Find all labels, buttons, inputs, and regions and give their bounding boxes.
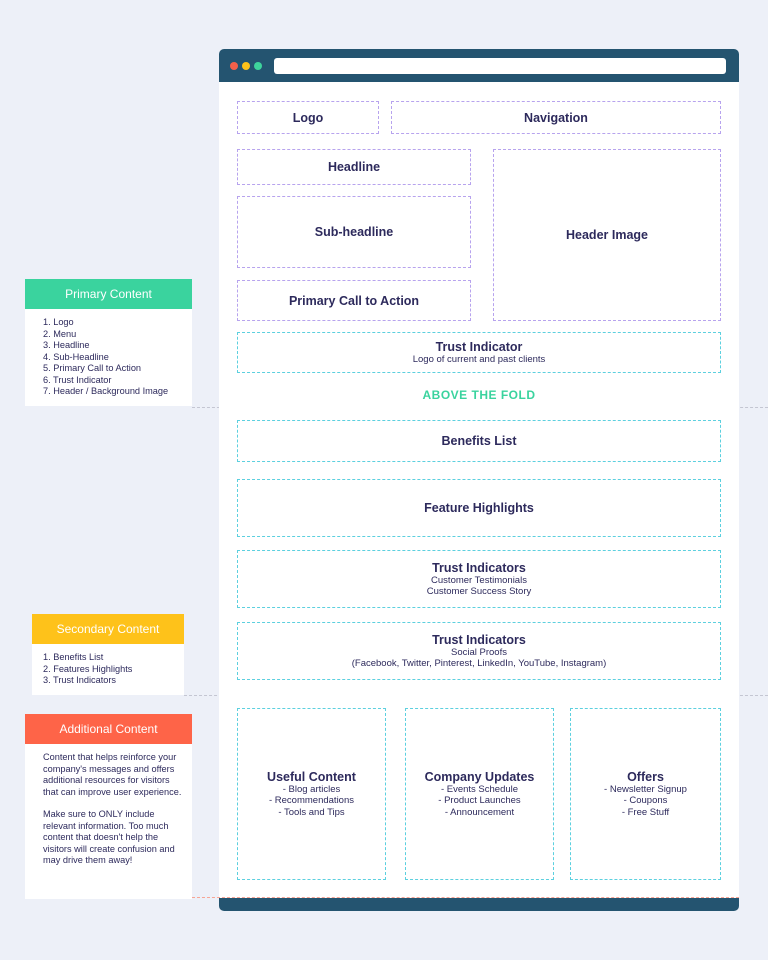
list-item: 7. Header / Background Image [43,386,169,396]
above-the-fold-label: ABOVE THE FOLD [422,388,536,402]
additional-content-title: Additional Content [25,714,192,744]
logo-label: Logo [292,110,324,125]
column-line: - Free Stuff [621,806,670,818]
trust-indicator-block: Trust Indicator Logo of current and past… [237,332,721,373]
list-item: 2. Features Highlights [43,663,133,674]
browser-bottom-bar [219,898,739,911]
navigation-block: Navigation [391,101,721,134]
features-block: Feature Highlights [237,479,721,537]
header-image-block: Header Image [493,149,721,321]
primary-content-card: Primary Content 1. Logo 2. Menu 3. Headl… [25,279,192,406]
column-line: - Announcement [444,806,515,818]
column-line: - Events Schedule [440,783,519,795]
headline-block: Headline [237,149,471,185]
list-item: 6. Trust Indicator [43,374,112,385]
column-title: Useful Content [267,769,356,784]
trust3-line: (Facebook, Twitter, Pinterest, LinkedIn,… [351,658,607,669]
trust-indicator-title: Trust Indicator [435,339,523,354]
trust2-title: Trust Indicators [432,560,526,575]
list-item: 5. Primary Call to Action [43,363,142,373]
list-item: 4. Sub-Headline [43,351,109,362]
column-line: - Newsletter Signup [604,783,687,795]
column-line: - Tools and Tips [278,806,345,818]
secondary-content-title: Secondary Content [32,614,184,644]
column-line: - Recommendations [268,795,354,807]
column-line: - Blog articles [282,783,341,795]
maximize-dot-icon [254,62,262,70]
trust3-title: Trust Indicators [432,632,526,647]
trust3-line: Social Proofs [451,646,507,658]
close-dot-icon [230,62,238,70]
features-label: Feature Highlights [424,501,534,515]
list-item: 1. Logo [43,317,74,327]
paragraph: Content that helps reinforce your compan… [43,752,182,797]
additional-content-card: Additional Content Content that helps re… [25,714,192,899]
header-image-label: Header Image [566,228,648,242]
navigation-label: Navigation [524,110,588,125]
list-item: 3. Headline [43,340,90,350]
minimize-dot-icon [242,62,250,70]
benefits-label: Benefits List [441,434,517,448]
fold-line-additional [192,897,739,898]
trust2-line: Customer Success Story [426,586,532,597]
column-line: - Coupons [623,795,668,807]
cta-label: Primary Call to Action [288,293,420,308]
trust-indicators-testimonials-block: Trust Indicators Customer Testimonials C… [237,550,721,608]
logo-block: Logo [237,101,379,134]
list-item: 3. Trust Indicators [43,675,117,685]
subheadline-block: Sub-headline [237,196,471,268]
column-title: Company Updates [424,769,535,784]
cta-block: Primary Call to Action [237,280,471,321]
browser-toolbar [219,49,739,82]
benefits-block: Benefits List [237,420,721,462]
headline-label: Headline [327,160,381,174]
trust-indicators-social-block: Trust Indicators Social Proofs (Facebook… [237,622,721,680]
useful-content-block: Useful Content - Blog articles - Recomme… [237,708,386,880]
list-item: 1. Benefits List [43,652,104,662]
column-title: Offers [627,769,664,784]
subheadline-label: Sub-headline [314,225,394,239]
company-updates-block: Company Updates - Events Schedule - Prod… [405,708,554,880]
offers-block: Offers - Newsletter Signup - Coupons - F… [570,708,721,880]
trust-indicator-sub: Logo of current and past clients [412,353,546,365]
paragraph: Make sure to ONLY include relevant infor… [43,809,175,865]
address-bar [274,58,726,74]
trust2-line: Customer Testimonials [431,574,527,586]
list-item: 2. Menu [43,328,77,339]
column-line: - Product Launches [438,795,521,807]
browser-window: Logo Navigation Headline Sub-headline Pr… [219,49,739,911]
secondary-content-card: Secondary Content 1. Benefits List 2. Fe… [32,614,184,695]
primary-content-title: Primary Content [25,279,192,309]
